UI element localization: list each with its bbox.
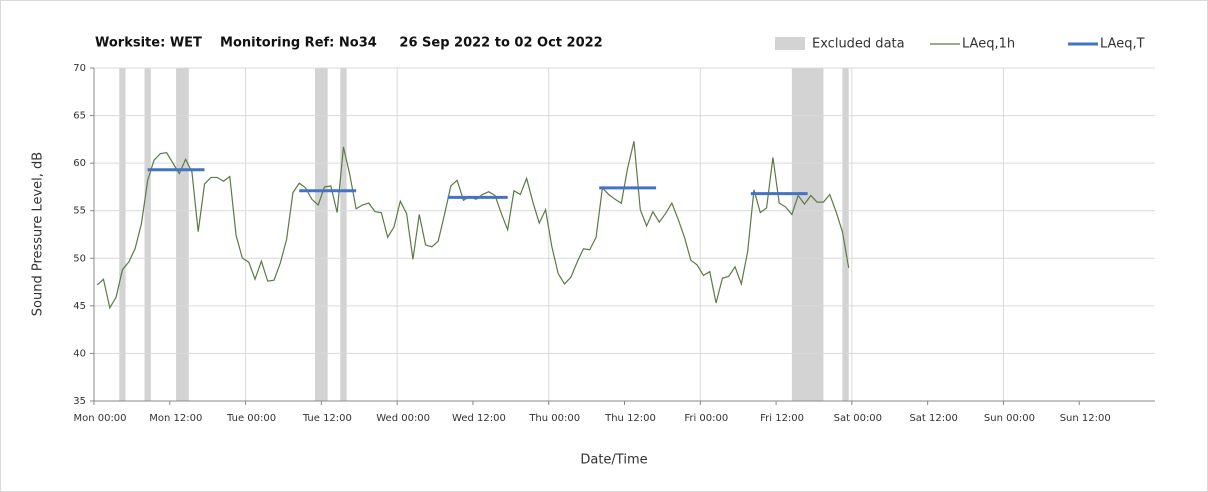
legend-label: Excluded data [812,37,905,52]
y-tick-label: 45 [73,301,86,312]
x-tick-label: Sat 12:00 [909,413,957,424]
x-tick-label: Sat 00:00 [834,413,882,424]
excluded-band [119,68,126,401]
y-tick-label: 40 [73,348,86,359]
y-tick-label: 50 [73,253,86,264]
legend-swatch [775,37,805,50]
excluded-band [315,68,328,401]
excluded-band [144,68,151,401]
x-tick-label: Tue 00:00 [226,413,276,424]
excluded-band [791,68,824,401]
chart-title: Worksite: WET Monitoring Ref: No34 26 Se… [95,36,603,51]
excluded-band [340,68,347,401]
x-tick-label: Thu 12:00 [604,413,656,424]
y-tick-label: 65 [73,111,86,122]
legend-label: LAeq,1h [962,37,1015,52]
x-tick-label: Wed 00:00 [376,413,430,424]
x-axis-title: Date/Time [580,453,647,468]
x-tick-label: Thu 00:00 [528,413,580,424]
x-tick-label: Tue 12:00 [302,413,352,424]
excluded-band [176,68,189,401]
x-tick-label: Fri 12:00 [760,413,804,424]
x-tick-label: Wed 12:00 [452,413,506,424]
legend-label: LAeq,T [1100,37,1145,52]
x-tick-label: Sun 12:00 [1060,413,1111,424]
y-tick-label: 70 [73,63,86,74]
x-tick-label: Fri 00:00 [684,413,728,424]
y-tick-label: 60 [73,158,86,169]
y-tick-label: 55 [73,206,86,217]
excluded-band [842,68,849,401]
y-tick-label: 35 [73,396,86,407]
y-axis-title: Sound Pressure Level, dB [31,152,46,316]
x-tick-label: Mon 00:00 [73,413,126,424]
x-tick-label: Sun 00:00 [984,413,1035,424]
x-tick-label: Mon 12:00 [149,413,202,424]
